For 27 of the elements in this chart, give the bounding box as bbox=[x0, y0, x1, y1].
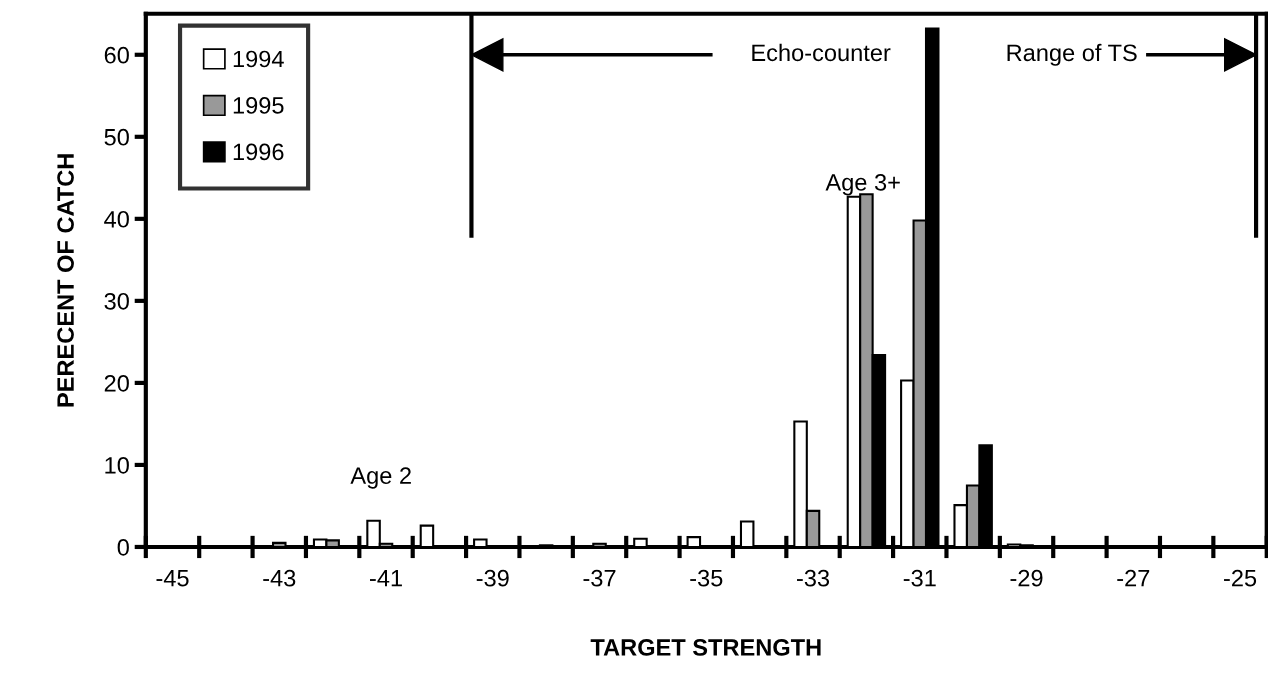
x-axis-title: TARGET STRENGTH bbox=[590, 639, 821, 656]
annotation: Echo-counter bbox=[752, 43, 891, 62]
x-tick-label: -35 bbox=[690, 569, 723, 587]
x-tick-label: -31 bbox=[903, 569, 936, 587]
x-tick-label: -25 bbox=[1224, 569, 1257, 587]
x-tick-label: -29 bbox=[1010, 569, 1043, 587]
y-tick-label: 40 bbox=[104, 210, 129, 228]
annotation: Age 2 bbox=[350, 467, 411, 489]
y-tick-label: 50 bbox=[104, 128, 129, 146]
legend-label: 1994 bbox=[233, 50, 284, 68]
y-tick-label: 0 bbox=[117, 539, 129, 556]
y-tick-label: 60 bbox=[104, 46, 129, 64]
y-tick-label: 30 bbox=[104, 292, 129, 310]
x-tick-label: -27 bbox=[1117, 569, 1150, 587]
x-tick-label: -33 bbox=[797, 569, 830, 587]
x-tick-label: -45 bbox=[156, 570, 189, 587]
x-tick-label: -43 bbox=[263, 569, 296, 587]
x-tick-label: -37 bbox=[583, 569, 616, 587]
legend-label: 1996 bbox=[233, 143, 284, 161]
x-tick-label: -41 bbox=[370, 570, 402, 587]
annotation: Range of TS bbox=[1007, 43, 1137, 66]
y-tick-label: 10 bbox=[105, 457, 129, 474]
y-axis-title: PERECENT OF CATCH bbox=[57, 154, 74, 407]
legend-label: 1995 bbox=[233, 97, 284, 114]
x-tick-label: -39 bbox=[476, 569, 509, 587]
annotation: Age 3+ bbox=[825, 174, 900, 196]
y-tick-label: 20 bbox=[104, 374, 129, 392]
